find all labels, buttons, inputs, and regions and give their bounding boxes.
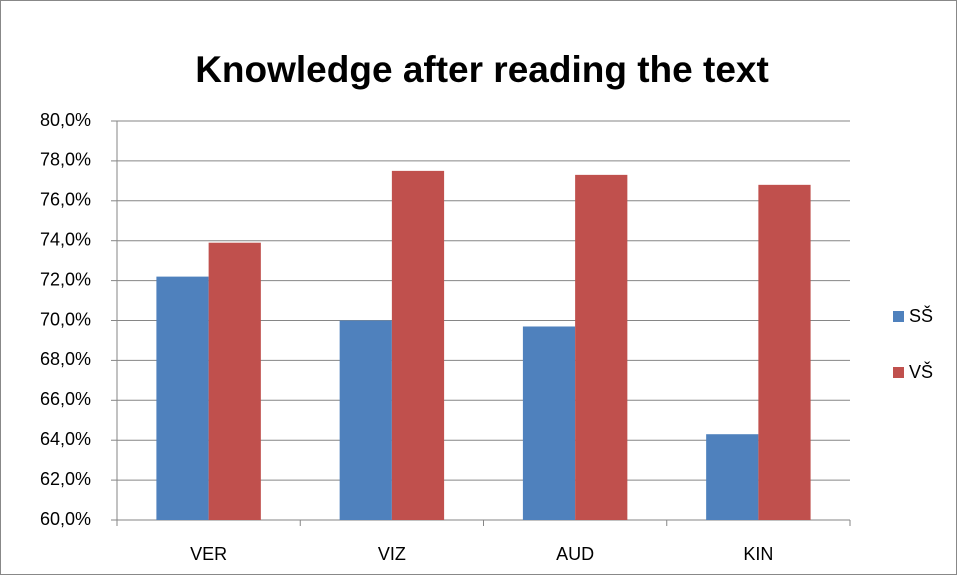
y-tick-label: 70,0% bbox=[40, 309, 91, 329]
legend-swatch bbox=[893, 311, 904, 322]
bar bbox=[758, 184, 811, 520]
legend-swatch bbox=[893, 367, 904, 378]
bar bbox=[575, 174, 628, 521]
y-tick-label: 76,0% bbox=[40, 190, 91, 210]
bar bbox=[208, 242, 261, 520]
y-tick-label: 80,0% bbox=[40, 110, 91, 130]
bar bbox=[522, 326, 576, 520]
x-tick-label: AUD bbox=[556, 544, 594, 564]
bar bbox=[156, 276, 209, 520]
legend-label: VŠ bbox=[909, 361, 933, 382]
bar bbox=[706, 434, 759, 520]
bar bbox=[391, 170, 445, 520]
y-tick-label: 78,0% bbox=[40, 150, 91, 170]
y-tick-label: 62,0% bbox=[40, 469, 91, 489]
y-tick-label: 66,0% bbox=[40, 389, 91, 409]
x-tick-label: VIZ bbox=[378, 544, 406, 564]
legend-label: SŠ bbox=[909, 305, 933, 326]
bar bbox=[339, 320, 392, 520]
y-tick-label: 60,0% bbox=[40, 509, 91, 529]
chart-title: Knowledge after reading the text bbox=[195, 49, 769, 90]
y-tick-label: 64,0% bbox=[40, 429, 91, 449]
x-tick-label: VER bbox=[190, 544, 227, 564]
y-tick-label: 72,0% bbox=[40, 269, 91, 289]
y-tick-label: 74,0% bbox=[40, 229, 91, 249]
x-tick-label: KIN bbox=[743, 544, 773, 564]
y-tick-label: 68,0% bbox=[40, 349, 91, 369]
